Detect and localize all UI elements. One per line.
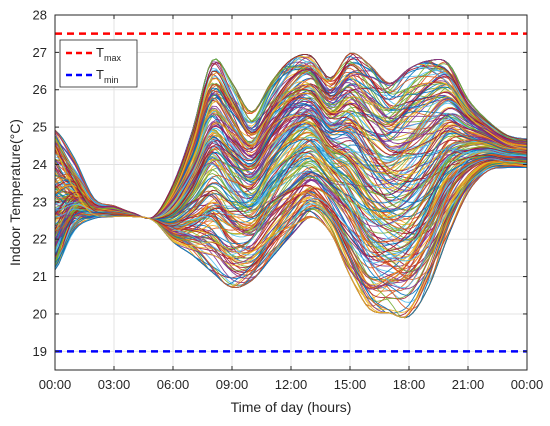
y-tick-label-0: 19 bbox=[33, 344, 47, 359]
x-tick-label-5: 15:00 bbox=[334, 377, 367, 392]
y-tick-label-3: 22 bbox=[33, 232, 47, 247]
series-line-219 bbox=[54, 146, 528, 319]
y-tick-label-9: 28 bbox=[33, 8, 47, 23]
x-tick-label-0: 00:00 bbox=[39, 377, 72, 392]
x-tick-label-3: 09:00 bbox=[216, 377, 249, 392]
y-tick-label-1: 20 bbox=[33, 306, 47, 321]
x-tick-label-6: 18:00 bbox=[393, 377, 426, 392]
legend-box bbox=[59, 39, 138, 88]
series-lines bbox=[54, 52, 528, 319]
legend: Tmax Tmin bbox=[59, 39, 138, 88]
y-tick-label-5: 24 bbox=[33, 157, 47, 172]
y-tick-label-8: 27 bbox=[33, 45, 47, 60]
y-tick-label-6: 25 bbox=[33, 120, 47, 135]
x-tick-label-1: 03:00 bbox=[98, 377, 131, 392]
axis-ticks: 00:00 03:00 06:00 09:00 12:00 15:00 18:00 21:00… bbox=[33, 8, 544, 393]
series-line-218 bbox=[54, 138, 528, 243]
series-line-209 bbox=[54, 70, 528, 219]
legend-label-min: Tmin bbox=[96, 67, 118, 85]
y-axis-label: Indoor Temperature(°C) bbox=[7, 119, 23, 266]
series-line-216 bbox=[54, 144, 528, 258]
x-tick-label-2: 06:00 bbox=[157, 377, 190, 392]
y-tick-label-4: 23 bbox=[33, 194, 47, 209]
reference-lines bbox=[55, 32, 527, 353]
x-tick-label-8: 00:00 bbox=[511, 377, 544, 392]
y-tick-label-7: 26 bbox=[33, 82, 47, 97]
x-axis-label: Time of day (hours) bbox=[231, 399, 352, 415]
x-tick-label-4: 12:00 bbox=[275, 377, 308, 392]
y-tick-label-2: 21 bbox=[33, 269, 47, 284]
x-tick-label-7: 21:00 bbox=[452, 377, 485, 392]
series-line-213 bbox=[54, 69, 528, 241]
legend-label-max: Tmax bbox=[96, 45, 121, 63]
